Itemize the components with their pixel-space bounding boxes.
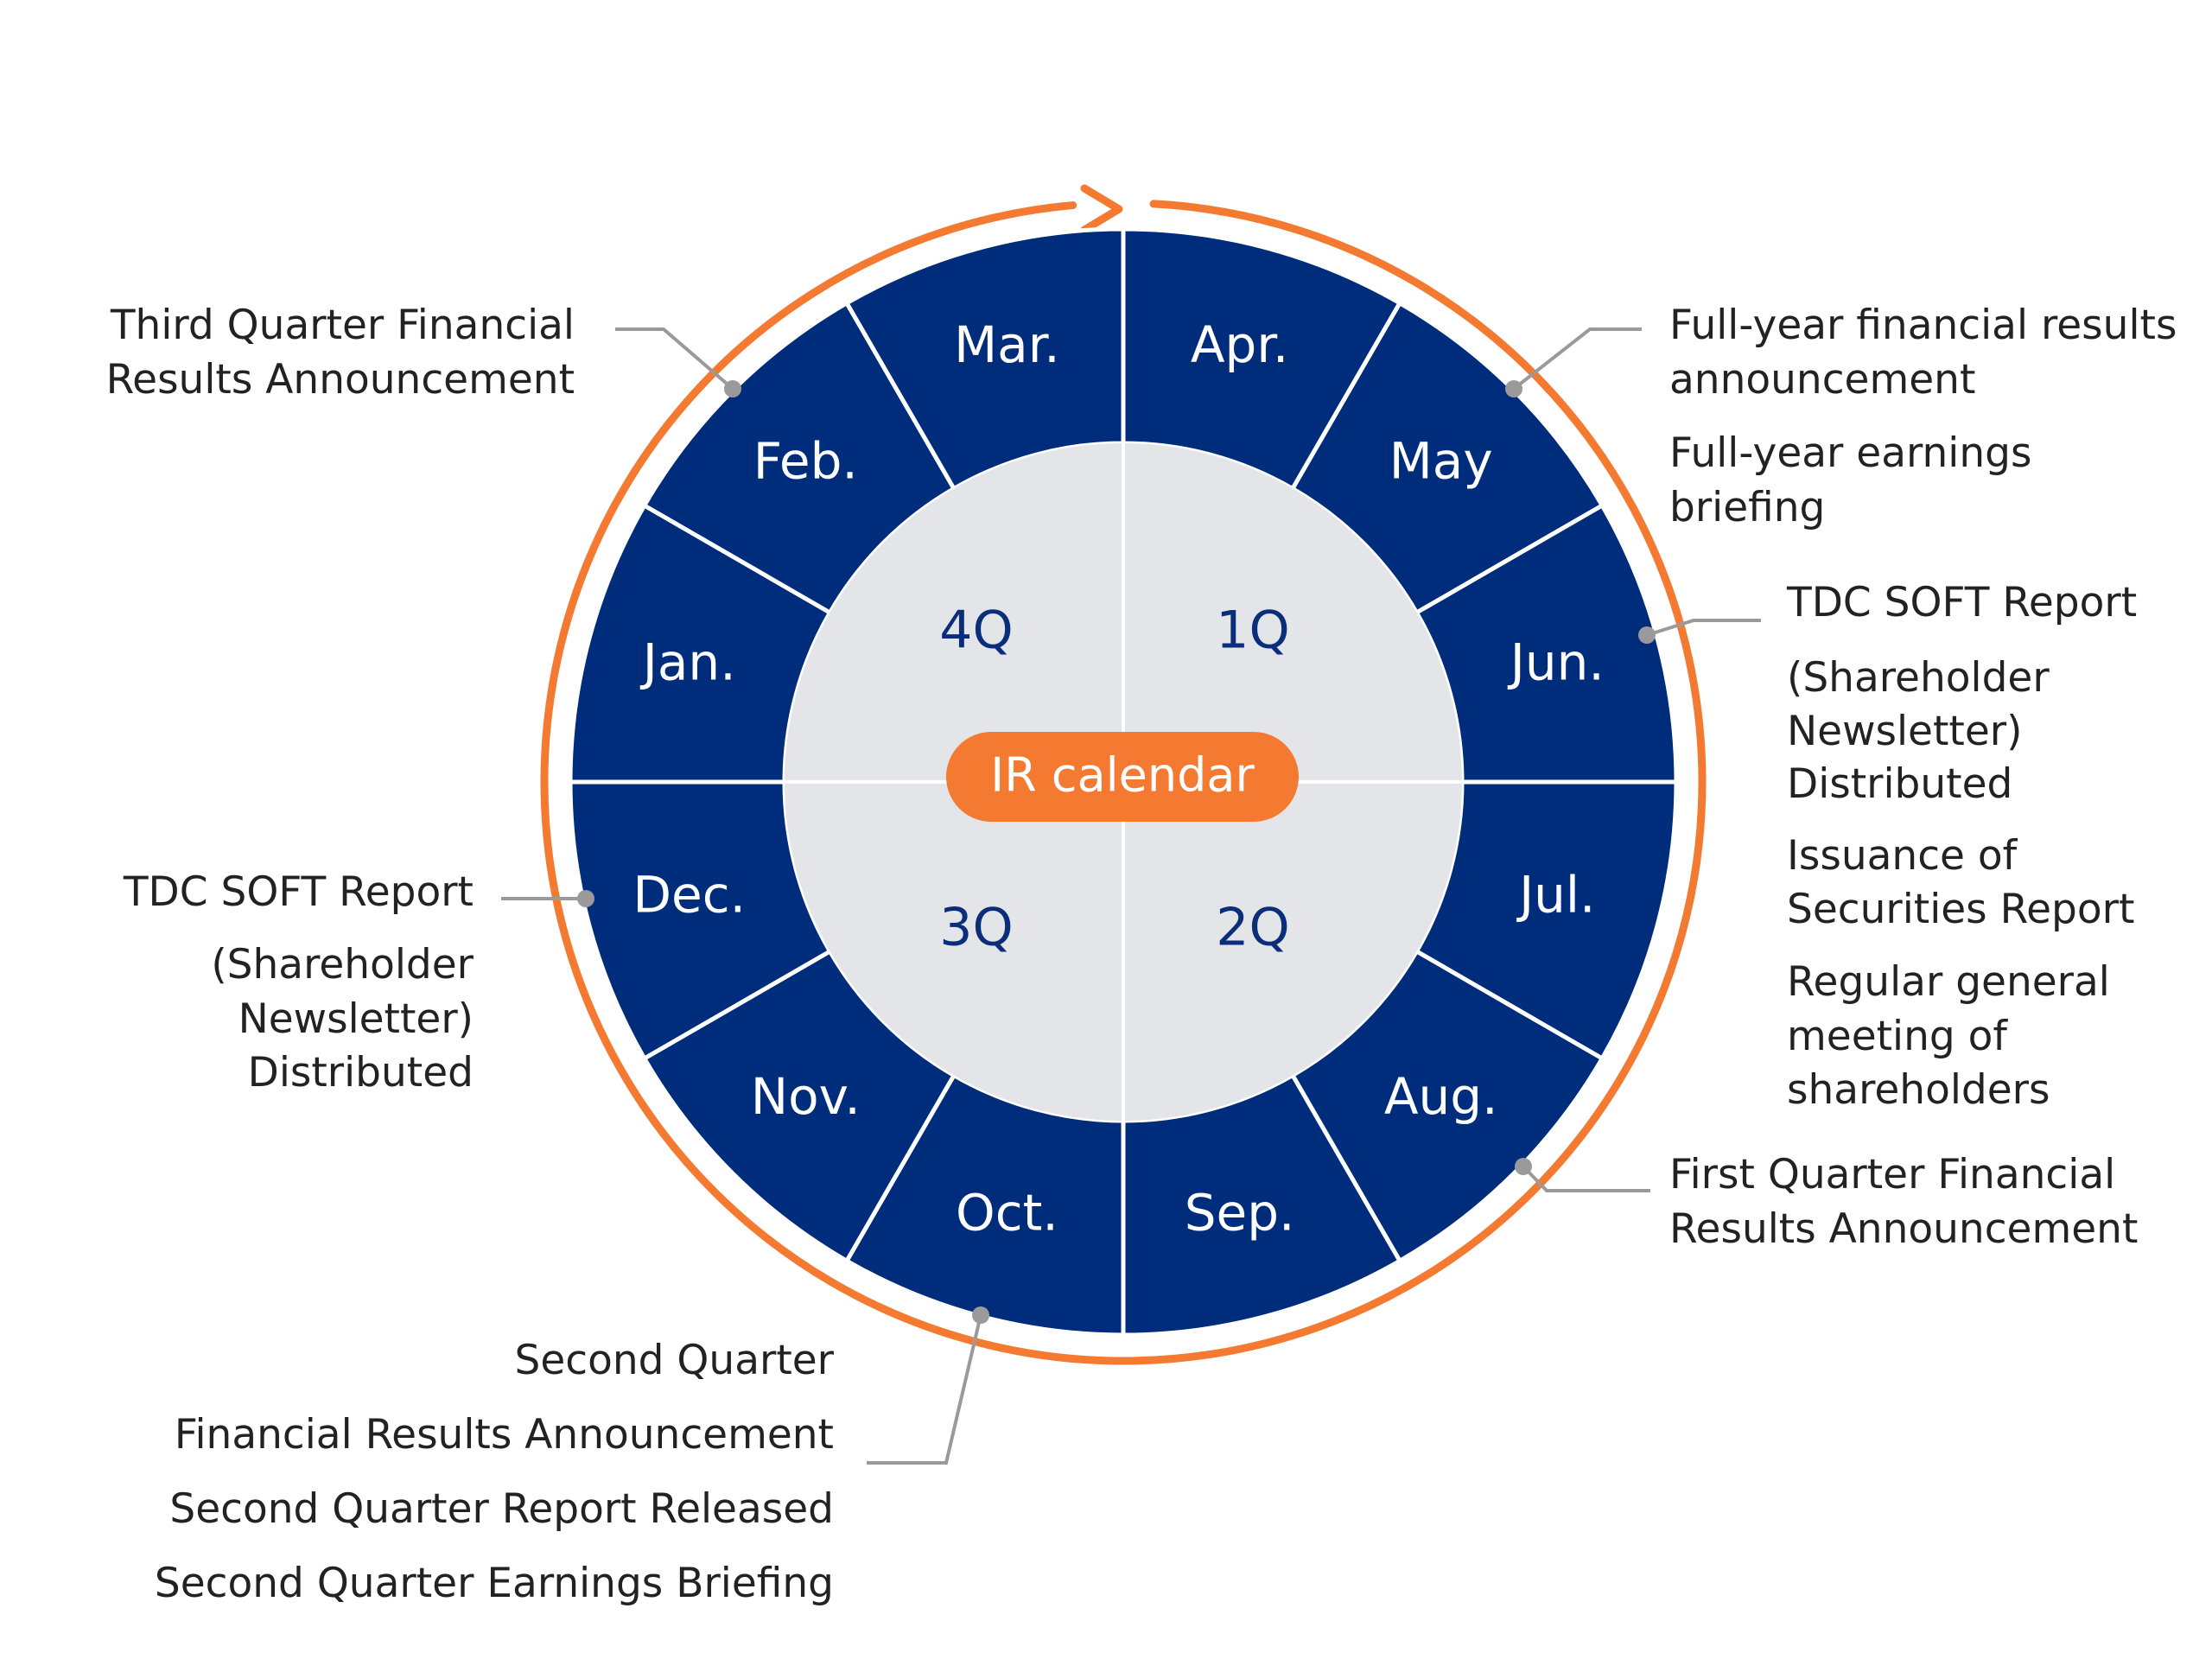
leader-jun — [1646, 619, 1761, 637]
annotation-line: Regular general — [1787, 958, 2110, 1006]
annotation-jun: TDC SOFT Report (Shareholder Newsletter)… — [1786, 579, 2137, 1114]
leader-feb — [615, 327, 734, 391]
annotation-line: Third Quarter Financial — [110, 302, 575, 349]
annotation-may: Full-year financial results announcement… — [1669, 302, 2177, 531]
orange-cycle-arc — [540, 200, 1707, 1365]
annotation-line: Second Quarter Earnings Briefing — [155, 1560, 834, 1607]
annotation-line: briefing — [1669, 484, 1825, 531]
month-label-oct: Oct. — [956, 1183, 1058, 1242]
annotation-line: Newsletter) — [1787, 708, 2022, 755]
quarter-4q-label: 4Q — [939, 601, 1013, 661]
quarter-3q-label: 3Q — [939, 898, 1013, 958]
annotation-line: (Shareholder — [1787, 654, 2050, 702]
ir-calendar-badge: IR calendar — [946, 732, 1299, 822]
month-label-apr: Apr. — [1191, 315, 1288, 374]
cycle-arrowhead-icon — [1080, 184, 1123, 234]
quarter-1q-label: 1Q — [1216, 601, 1289, 661]
annotation-line: Second Quarter — [515, 1337, 835, 1384]
annotation-line: TDC SOFT Report — [1786, 579, 2137, 626]
leader-aug — [1522, 1165, 1650, 1192]
annotation-line: TDC SOFT Report — [123, 868, 474, 916]
annotation-line: Financial Results Announcement — [175, 1411, 834, 1459]
quarter-2q-label: 2Q — [1216, 898, 1289, 958]
leader-oct — [867, 1314, 982, 1465]
annotation-line: Results Announcement — [106, 356, 575, 404]
dot-aug — [1515, 1158, 1532, 1175]
annotation-leaders — [501, 327, 1761, 1465]
dot-feb — [724, 380, 741, 397]
ir-calendar-label: IR calendar — [990, 748, 1255, 803]
annotation-feb: Third Quarter Financial Results Announce… — [106, 302, 575, 404]
dot-jun — [1638, 626, 1656, 644]
annotation-line: meeting of — [1787, 1013, 2008, 1060]
annotation-line: (Shareholder — [211, 941, 474, 988]
month-label-sep: Sep. — [1185, 1183, 1295, 1242]
month-label-feb: Feb. — [753, 431, 858, 490]
annotation-line: Second Quarter Report Released — [169, 1485, 834, 1533]
annotation-line: Full-year financial results — [1669, 302, 2177, 349]
dot-dec — [577, 890, 594, 907]
month-label-may: May — [1389, 431, 1493, 490]
annotation-line: Distributed — [1787, 760, 2012, 808]
annotation-line: Newsletter) — [238, 995, 474, 1043]
month-label-jan: Jan. — [640, 633, 736, 692]
month-label-nov: Nov. — [751, 1067, 861, 1126]
annotation-line: Securities Report — [1787, 886, 2134, 933]
month-label-jul: Jul. — [1516, 866, 1595, 925]
month-label-aug: Aug. — [1384, 1067, 1498, 1126]
leader-may — [1512, 327, 1642, 391]
month-label-mar: Mar. — [954, 315, 1060, 374]
annotation-line: announcement — [1669, 356, 1975, 404]
annotation-line: Distributed — [248, 1049, 474, 1096]
annotation-line: Results Announcement — [1669, 1205, 2138, 1253]
month-label-jun: Jun. — [1508, 633, 1605, 692]
annotation-dots — [577, 380, 1656, 1324]
month-ring: Apr. May Jun. Jul. Aug. Sep. Oct. Nov. Dec. Jan. F… — [568, 226, 1679, 1338]
annotation-line: Issuance of — [1787, 832, 2018, 880]
dot-may — [1505, 380, 1522, 397]
dot-oct — [972, 1306, 989, 1324]
month-label-dec: Dec. — [632, 866, 746, 925]
annotation-line: Full-year earnings — [1669, 429, 2031, 477]
annotation-oct: Second Quarter Financial Results Announc… — [155, 1337, 835, 1607]
annotation-aug: First Quarter Financial Results Announce… — [1669, 1151, 2138, 1253]
annotation-line: First Quarter Financial — [1669, 1151, 2115, 1198]
orange-cycle-ring — [540, 184, 1707, 1365]
annotation-line: shareholders — [1787, 1066, 2050, 1114]
annotation-dec: TDC SOFT Report (Shareholder Newsletter)… — [123, 868, 474, 1096]
